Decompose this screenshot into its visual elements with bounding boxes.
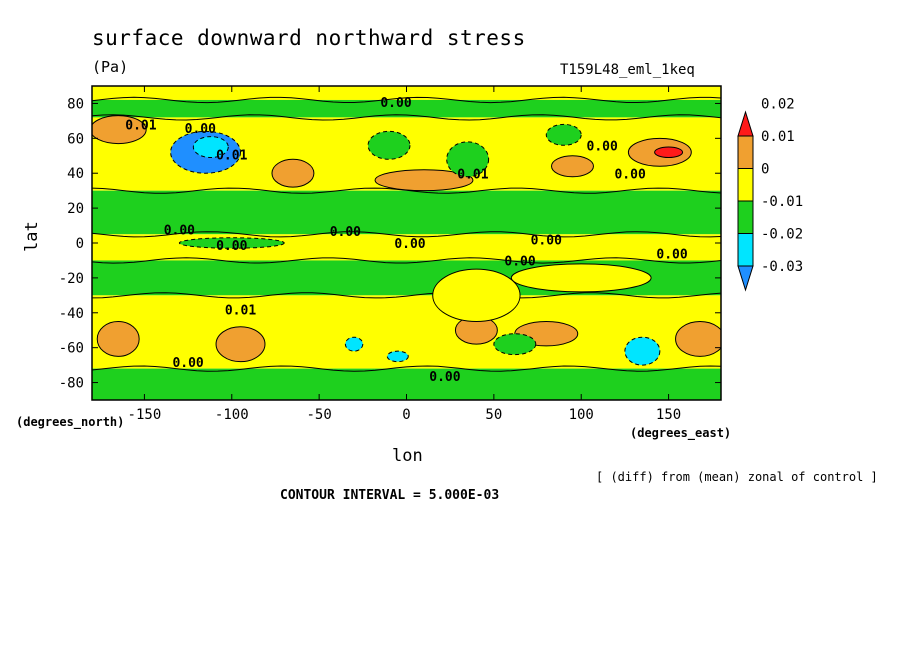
contour-label: 0.00 (380, 96, 411, 111)
field-feature (545, 123, 582, 146)
field-feature (624, 336, 661, 366)
contour-label: 0.01 (216, 148, 247, 163)
field-feature (386, 350, 409, 363)
field-feature (446, 141, 490, 178)
field-feature (510, 263, 652, 293)
diff-note: [ (diff) from (mean) zonal of control ] (596, 470, 878, 484)
x-tick-label: 0 (402, 407, 410, 423)
contour-label: 0.00 (429, 370, 460, 385)
contour-label: 0.00 (185, 122, 216, 137)
contour-line (92, 96, 721, 104)
contour-label: 0.00 (330, 225, 361, 240)
field-feature (367, 130, 411, 160)
field-feature (374, 169, 474, 192)
field-feature (675, 321, 721, 357)
contour-label: 0.00 (504, 255, 535, 270)
field-band (92, 190, 721, 235)
contour-line (92, 231, 721, 238)
x-tick-label: -50 (306, 407, 331, 423)
x-tick-label: 150 (656, 407, 681, 423)
contour-label: 0.00 (164, 223, 195, 238)
x-tick-label: 50 (485, 407, 502, 423)
field-feature (178, 237, 285, 249)
run-label: T159L48_eml_1keq (560, 62, 695, 78)
colorbar-swatch (737, 168, 754, 202)
field-feature (215, 326, 266, 363)
contour-label: 0.00 (587, 140, 618, 155)
field-feature (92, 115, 147, 145)
contour-line (92, 257, 721, 264)
field-feature (432, 268, 521, 323)
colorbar-swatch (737, 200, 754, 234)
contour-interval: CONTOUR INTERVAL = 5.000E-03 (280, 488, 500, 503)
y-tick-label: 60 (67, 131, 84, 147)
y-tick-label: -40 (59, 306, 84, 322)
colorbar-label: -0.01 (761, 194, 803, 210)
x-axis-title: lon (392, 446, 423, 466)
y-tick-label: 0 (76, 236, 84, 252)
plot-title: surface downward northward stress (92, 26, 526, 50)
y-tick-label: -20 (59, 271, 84, 287)
field-feature (271, 158, 315, 188)
colorbar-swatch (737, 135, 754, 169)
contour-label: 0.00 (216, 239, 247, 254)
contour-label: 0.00 (531, 234, 562, 249)
field-feature (192, 136, 229, 159)
y-units-label: (degrees_north) (16, 415, 125, 429)
field-feature (551, 155, 594, 178)
contour-label: 0.01 (125, 119, 156, 134)
contour-label: 0.00 (614, 167, 645, 182)
field-band (92, 86, 721, 100)
colorbar-label: -0.03 (761, 259, 803, 275)
field-feature (344, 336, 364, 352)
contour-line (92, 114, 721, 121)
field-feature (96, 321, 140, 357)
colorbar-label: -0.02 (761, 227, 803, 243)
y-tick-label: 40 (67, 166, 84, 182)
x-tick-label: 100 (569, 407, 594, 423)
contour-label: 0.01 (225, 304, 256, 319)
contour-label: 0.00 (172, 356, 203, 371)
field-feature (654, 146, 684, 159)
y-tick-label: -60 (59, 341, 84, 357)
contour-label: 0.00 (394, 237, 425, 252)
contour-label: 0.01 (457, 167, 488, 182)
y-tick-label: 80 (67, 96, 84, 112)
contour-line (92, 292, 721, 299)
colorbar-label: 0.02 (761, 97, 795, 113)
colorbar-swatch (737, 265, 754, 292)
colorbar-label: 0.01 (761, 129, 795, 145)
x-tick-label: -150 (128, 407, 162, 423)
x-units-label: (degrees_east) (630, 426, 732, 440)
contour-label: 0.00 (656, 248, 687, 263)
colorbar-swatch (737, 110, 754, 137)
contour-line (92, 365, 721, 372)
field-band (92, 99, 721, 118)
x-tick-label: -100 (215, 407, 249, 423)
y-tick-label: 20 (67, 201, 84, 217)
field-layer: 0.01 0.000.010.000.000.000.010.00 0.000.00… (92, 86, 721, 400)
units-label: (Pa) (92, 58, 129, 76)
field-feature (493, 333, 537, 356)
colorbar-label: 0 (761, 162, 769, 178)
colorbar-swatch (737, 233, 754, 267)
y-tick-label: -80 (59, 376, 84, 392)
